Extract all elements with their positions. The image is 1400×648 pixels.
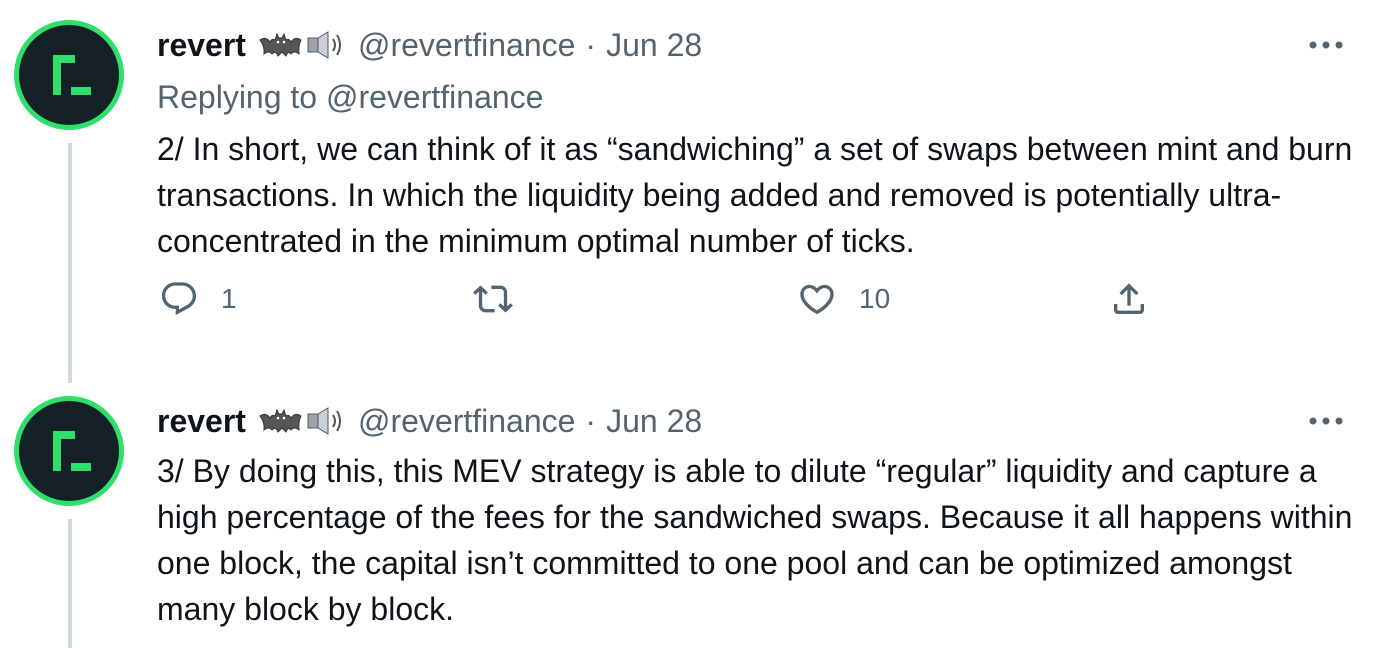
bat-icon	[259, 32, 302, 57]
bat-icon	[259, 408, 302, 433]
retweet-icon	[473, 285, 513, 313]
avatar[interactable]	[14, 396, 124, 506]
author-name[interactable]: revert	[157, 403, 246, 439]
like-count: 10	[859, 283, 891, 314]
tweet-actions: 1 10	[157, 277, 1167, 357]
like-button[interactable]: 10	[797, 277, 890, 321]
author-handle[interactable]: @revertfinance	[357, 27, 576, 63]
share-icon	[1114, 283, 1144, 314]
more-button[interactable]	[1306, 406, 1346, 436]
tweet-date[interactable]: Jun 28	[606, 27, 703, 63]
name-emoji	[258, 406, 346, 436]
more-icon	[1309, 41, 1343, 49]
avatar[interactable]	[14, 20, 124, 130]
retweet-button[interactable]	[473, 277, 535, 321]
speaker-icon	[307, 407, 341, 435]
replying-to-handle[interactable]: @revertfinance	[325, 79, 544, 115]
thread-connector	[68, 143, 72, 383]
revert-logo-icon	[53, 431, 91, 471]
reply-button[interactable]: 1	[159, 277, 237, 321]
share-button[interactable]	[1109, 277, 1149, 321]
tweet-header: revert @revertfinance · Jun 28	[157, 24, 1370, 66]
tweet-header: revert @revertfinance · Jun 28	[157, 400, 1370, 442]
name-emoji	[258, 30, 346, 60]
author-name[interactable]: revert	[157, 27, 246, 63]
tweet-text: 2/ In short, we can think of it as “sand…	[157, 131, 1353, 259]
replying-to: Replying to @revertfinance	[157, 76, 1370, 118]
reply-count: 1	[221, 283, 237, 314]
tweet-date[interactable]: Jun 28	[606, 403, 703, 439]
tweet[interactable]: revert @revertfinance · Jun 28	[157, 400, 1370, 632]
more-button[interactable]	[1306, 30, 1346, 60]
thread-connector	[68, 519, 72, 648]
separator-dot: ·	[585, 27, 597, 63]
reply-icon	[161, 282, 197, 316]
revert-logo-icon	[53, 55, 91, 95]
speaker-icon	[307, 31, 341, 59]
tweet-text: 3/ By doing this, this MEV strategy is a…	[157, 453, 1353, 627]
more-icon	[1309, 417, 1343, 425]
replying-to-label: Replying to	[157, 79, 318, 115]
tweet[interactable]: revert @revertfinance · Jun 28	[157, 24, 1370, 264]
separator-dot: ·	[585, 403, 597, 439]
like-icon	[800, 284, 834, 315]
author-handle[interactable]: @revertfinance	[357, 403, 576, 439]
